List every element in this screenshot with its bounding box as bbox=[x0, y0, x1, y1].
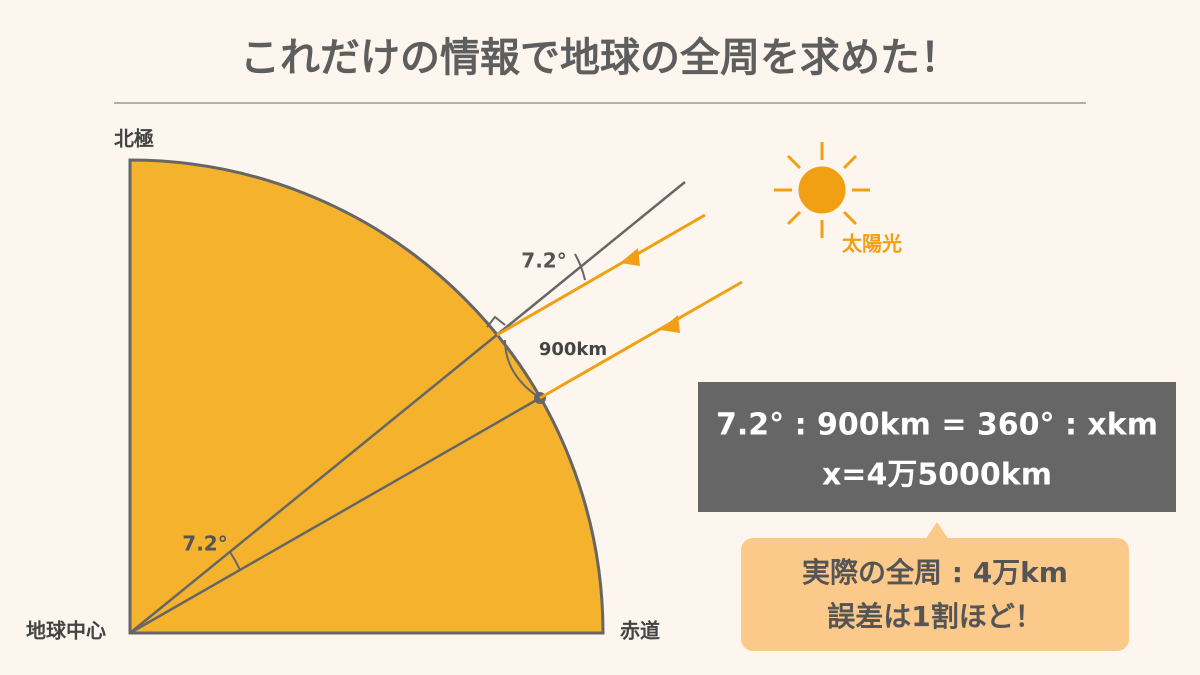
arc-mark bbox=[504, 339, 541, 399]
distance-label: 900km bbox=[539, 339, 607, 360]
label: 地球中心 bbox=[26, 619, 106, 643]
formula-line: 7.2° : 900km = 360° : xkm bbox=[716, 408, 1158, 443]
note-line: 実際の全周 : 4万km bbox=[802, 556, 1068, 589]
sun-ray bbox=[539, 280, 743, 400]
note-line: 誤差は1割ほど！ bbox=[827, 600, 1042, 633]
earth-quarter bbox=[128, 158, 605, 635]
formula-line: x=4万5000km bbox=[822, 458, 1052, 493]
sun-beam bbox=[786, 210, 802, 226]
angle-arc bbox=[229, 551, 241, 571]
label: 太陽光 bbox=[842, 232, 902, 256]
title: これだけの情報で地球の全周を求めた！ bbox=[240, 35, 960, 81]
formula-box bbox=[698, 382, 1176, 512]
sun bbox=[774, 142, 870, 238]
sun-disc bbox=[798, 166, 846, 214]
sun-ray bbox=[496, 213, 706, 337]
radius-line bbox=[129, 396, 541, 635]
radius-line bbox=[129, 181, 686, 634]
label: 北極 bbox=[114, 127, 154, 151]
ray-arrow bbox=[660, 315, 680, 333]
right-angle-mark bbox=[486, 315, 506, 328]
label: 赤道 bbox=[620, 619, 660, 643]
note-pointer bbox=[925, 522, 949, 540]
sun-beam bbox=[842, 210, 858, 226]
ray-arrow bbox=[620, 248, 640, 266]
angle-label: 7.2° bbox=[521, 249, 566, 273]
angle-label: 7.2° bbox=[182, 532, 227, 556]
angle-arc bbox=[574, 253, 586, 281]
note-box bbox=[741, 538, 1129, 651]
sun-beam bbox=[842, 154, 858, 170]
sun-beam bbox=[786, 154, 802, 170]
